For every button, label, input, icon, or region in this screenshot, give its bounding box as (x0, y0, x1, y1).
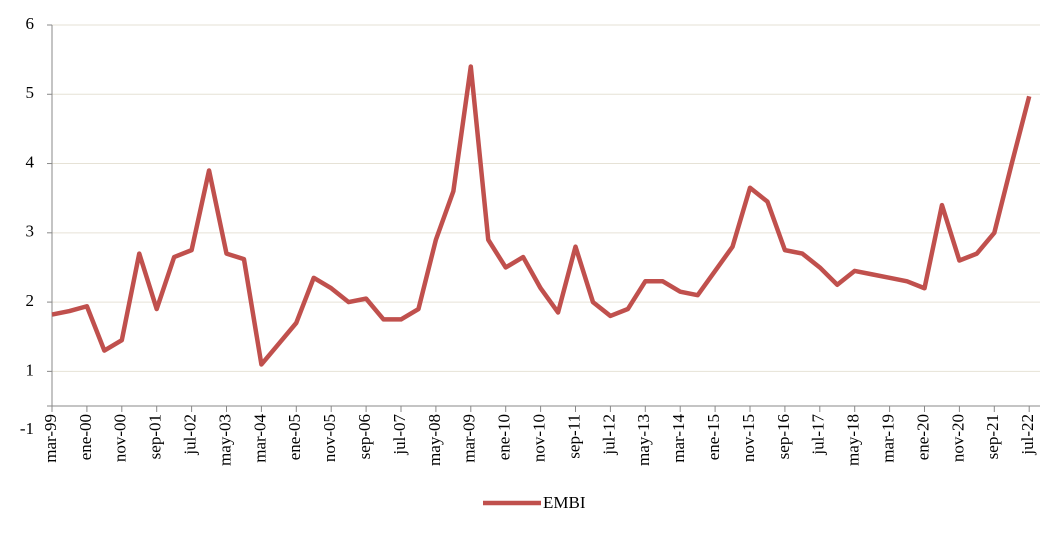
x-tick-label: jul-22 (1018, 414, 1037, 456)
x-tick-label: mar-99 (41, 414, 60, 463)
x-tick-label: sep-16 (774, 414, 793, 459)
x-tick-label: ene-00 (76, 414, 95, 460)
legend-label: EMBI (543, 493, 586, 512)
x-tick-label: ene-05 (285, 414, 304, 460)
x-tick-label: jul-12 (599, 414, 618, 456)
x-tick-label: may-03 (215, 414, 234, 466)
x-tick-label: nov-05 (320, 414, 339, 462)
x-tick-label: nov-20 (948, 414, 967, 462)
x-tick-label: may-13 (634, 414, 653, 466)
x-tick-label: nov-10 (530, 414, 549, 462)
x-tick-label: sep-06 (355, 414, 374, 459)
y-tick-label: -1 (20, 419, 34, 438)
x-tick-label: mar-09 (460, 414, 479, 463)
x-tick-label: jul-17 (809, 414, 828, 456)
x-tick-label: nov-15 (739, 414, 758, 462)
y-tick-label: 1 (26, 360, 35, 379)
x-tick-label: sep-21 (983, 414, 1002, 459)
x-tick-label: sep-01 (146, 414, 165, 459)
x-tick-label: ene-15 (704, 414, 723, 460)
x-tick-label: mar-19 (879, 414, 898, 463)
x-tick-label: jul-02 (181, 414, 200, 456)
y-tick-label: 6 (26, 14, 35, 33)
x-tick-label: ene-20 (913, 414, 932, 460)
y-tick-label: 2 (26, 291, 35, 310)
y-tick-label: 4 (26, 152, 35, 171)
y-tick-label: 5 (26, 83, 35, 102)
x-tick-label: sep-11 (564, 414, 583, 459)
x-tick-label: may-08 (425, 414, 444, 466)
series-line (51, 64, 1032, 367)
y-tick-label: 3 (26, 222, 35, 241)
x-tick-label: nov-00 (111, 414, 130, 462)
x-tick-label: mar-14 (669, 414, 688, 463)
x-tick-label: ene-10 (495, 414, 514, 460)
x-tick-label: mar-04 (250, 414, 269, 463)
x-tick-label: may-18 (844, 414, 863, 466)
x-tick-label: jul-07 (390, 414, 409, 456)
